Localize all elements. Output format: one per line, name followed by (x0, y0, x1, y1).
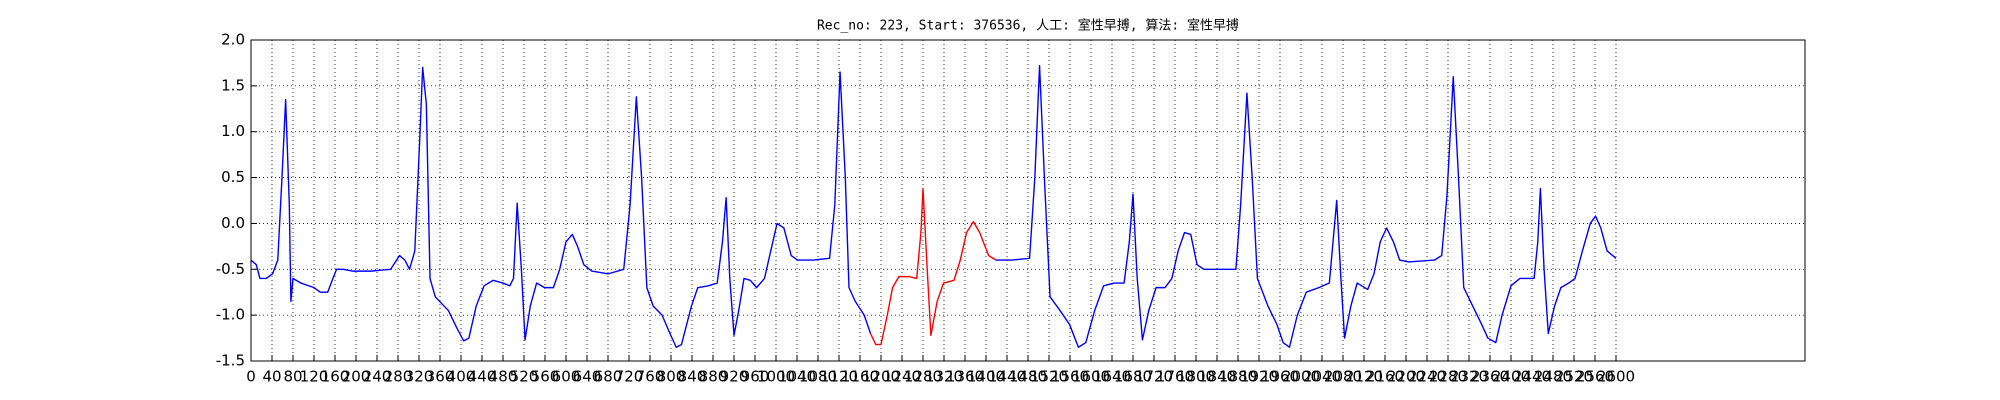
x-tick-label: 1760 (1156, 368, 1194, 386)
x-tick-label: 1640 (1093, 368, 1131, 386)
ecg-line (869, 187, 997, 346)
x-tick-label: 2280 (1429, 368, 1467, 386)
x-tick-label: 1920 (1240, 368, 1278, 386)
y-tick-label: 2.0 (221, 31, 245, 49)
x-tick-label: 760 (636, 368, 665, 386)
ecg-line (995, 64, 1617, 348)
x-tick-label: 840 (678, 368, 707, 386)
y-tick-label: -0.5 (216, 260, 245, 278)
x-tick-label: 360 (426, 368, 455, 386)
y-tick-label: 0.5 (221, 168, 245, 186)
x-tick-label: 1880 (1219, 368, 1257, 386)
x-tick-label: 1400 (967, 368, 1005, 386)
plot-frame (250, 39, 1806, 362)
x-tick-label: 2480 (1534, 368, 1572, 386)
x-tick-label: 200 (342, 368, 371, 386)
x-tick-label: 1600 (1072, 368, 1110, 386)
x-tick-label: 1120 (820, 368, 858, 386)
x-tick-label: 920 (720, 368, 749, 386)
x-tick-label: 1240 (883, 368, 921, 386)
x-tick-label: 280 (384, 368, 413, 386)
x-tick-label: 2320 (1450, 368, 1488, 386)
x-tick-label: 1960 (1261, 368, 1299, 386)
x-tick-label: 1680 (1114, 368, 1152, 386)
x-tick-label: 1440 (988, 368, 1026, 386)
x-tick-label: 720 (615, 368, 644, 386)
x-tick-label: 1720 (1135, 368, 1173, 386)
x-tick-label: 1280 (904, 368, 942, 386)
x-tick-label: 240 (363, 368, 392, 386)
x-tick-label: 2200 (1387, 368, 1425, 386)
chart-title: Rec_no: 223, Start: 376536, 人工: 室性早搏, 算法… (817, 18, 1239, 34)
x-tick-label: 680 (594, 368, 623, 386)
x-tick-label: 2360 (1471, 368, 1509, 386)
x-tick-label: 1800 (1177, 368, 1215, 386)
x-tick-label: 2040 (1303, 368, 1341, 386)
x-tick-label: 1840 (1198, 368, 1236, 386)
x-tick-label: 0 (246, 368, 256, 386)
x-tick-label: 1360 (946, 368, 984, 386)
x-tick-label: 800 (657, 368, 686, 386)
x-tick-label: 320 (405, 368, 434, 386)
x-tick-label: 160 (321, 368, 350, 386)
x-tick-label: 2120 (1345, 368, 1383, 386)
x-tick-label: 1520 (1030, 368, 1068, 386)
x-tick-label: 400 (447, 368, 476, 386)
x-tick-label: 2000 (1282, 368, 1320, 386)
x-tick-label: 80 (283, 368, 302, 386)
y-tick-label: -1.0 (216, 306, 245, 324)
x-tick-label: 560 (531, 368, 560, 386)
x-tick-label: 1560 (1051, 368, 1089, 386)
x-tick-label: 1160 (841, 368, 879, 386)
x-tick-label: 1040 (778, 368, 816, 386)
x-tick-label: 520 (510, 368, 539, 386)
x-tick-label: 480 (489, 368, 518, 386)
x-tick-label: 1320 (925, 368, 963, 386)
x-tick-label: 1080 (799, 368, 837, 386)
x-tick-label: 880 (699, 368, 728, 386)
x-tick-label: 1200 (862, 368, 900, 386)
x-tick-label: 2160 (1366, 368, 1404, 386)
x-tick-label: 2600 (1597, 368, 1635, 386)
y-tick-label: -1.5 (216, 352, 245, 370)
x-tick-label: 2520 (1555, 368, 1593, 386)
x-tick-label: 2560 (1576, 368, 1614, 386)
x-tick-label: 2240 (1408, 368, 1446, 386)
x-tick-label: 40 (262, 368, 281, 386)
x-tick-label: 440 (468, 368, 497, 386)
x-tick-label: 600 (552, 368, 581, 386)
y-tick-label: 1.5 (221, 76, 245, 94)
x-tick-label: 2400 (1492, 368, 1530, 386)
y-tick-label: 0.0 (221, 214, 245, 232)
x-tick-label: 120 (300, 368, 329, 386)
x-tick-label: 1000 (757, 368, 795, 386)
x-tick-label: 1480 (1009, 368, 1047, 386)
ecg-line (250, 66, 872, 348)
x-tick-label: 2080 (1324, 368, 1362, 386)
x-tick-label: 960 (741, 368, 770, 386)
x-tick-label: 640 (573, 368, 602, 386)
x-tick-label: 2440 (1513, 368, 1551, 386)
y-tick-label: 1.0 (221, 122, 245, 140)
